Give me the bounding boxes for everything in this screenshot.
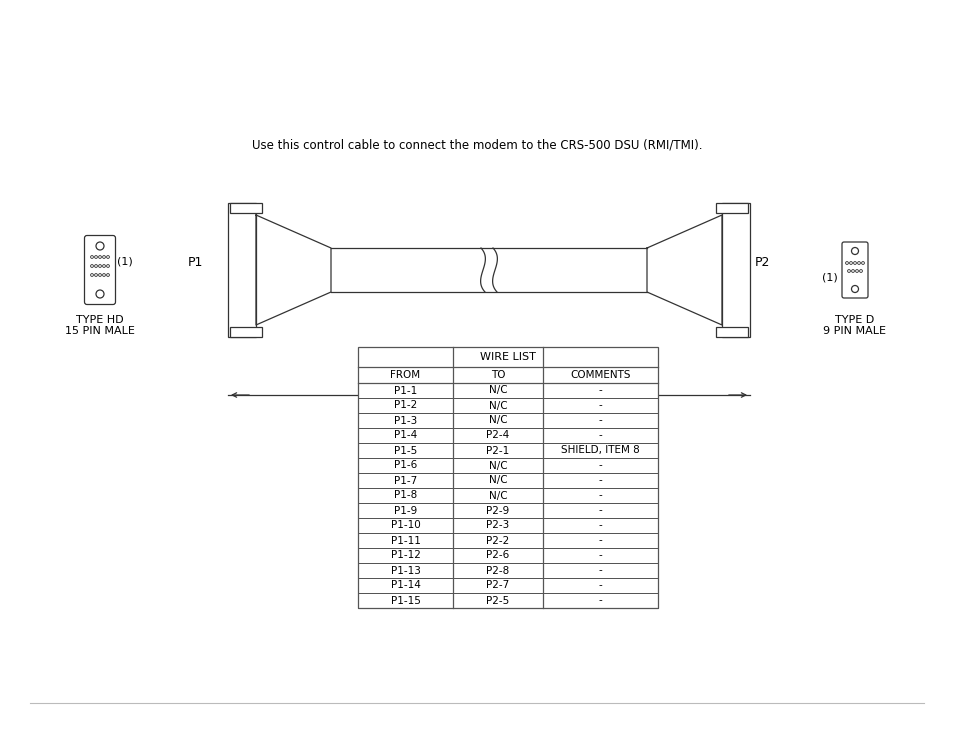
Circle shape <box>91 255 93 258</box>
Text: N/C: N/C <box>488 415 507 426</box>
Text: N/C: N/C <box>488 475 507 486</box>
Text: P1-14: P1-14 <box>390 581 420 590</box>
Text: -: - <box>598 596 601 605</box>
Circle shape <box>98 255 101 258</box>
Circle shape <box>846 269 849 272</box>
Text: -: - <box>598 536 601 545</box>
Text: P2-2: P2-2 <box>486 536 509 545</box>
Circle shape <box>855 269 858 272</box>
Bar <box>716 327 747 337</box>
Bar <box>721 203 749 337</box>
Circle shape <box>103 255 105 258</box>
Text: -: - <box>598 461 601 471</box>
Text: (1): (1) <box>117 257 132 267</box>
Text: TO: TO <box>490 370 505 380</box>
Text: -: - <box>598 385 601 396</box>
Text: P2-3: P2-3 <box>486 520 509 531</box>
Text: -: - <box>598 491 601 500</box>
FancyBboxPatch shape <box>841 242 867 298</box>
Text: P2-5: P2-5 <box>486 596 509 605</box>
Circle shape <box>98 274 101 277</box>
Text: TYPE HD: TYPE HD <box>76 315 124 325</box>
Text: P2-4: P2-4 <box>486 430 509 441</box>
Text: FROM: FROM <box>390 370 420 380</box>
Circle shape <box>851 269 854 272</box>
Circle shape <box>96 290 104 298</box>
Bar <box>357 347 658 608</box>
Text: P1-11: P1-11 <box>390 536 420 545</box>
Text: -: - <box>598 415 601 426</box>
Text: P2-7: P2-7 <box>486 581 509 590</box>
Text: P1-2: P1-2 <box>394 401 416 410</box>
Circle shape <box>851 247 858 255</box>
Circle shape <box>851 286 858 292</box>
Text: P1-7: P1-7 <box>394 475 416 486</box>
Text: P2-9: P2-9 <box>486 506 509 516</box>
Circle shape <box>861 261 863 264</box>
Circle shape <box>96 242 104 250</box>
Text: WIRE LIST: WIRE LIST <box>479 352 536 362</box>
Text: P2-1: P2-1 <box>486 446 509 455</box>
Bar <box>230 327 262 337</box>
Bar <box>230 203 262 213</box>
Text: N/C: N/C <box>488 401 507 410</box>
Circle shape <box>103 265 105 267</box>
Text: P1-10: P1-10 <box>390 520 420 531</box>
Circle shape <box>91 274 93 277</box>
Text: Use this control cable to connect the modem to the CRS-500 DSU (RMI/TMI).: Use this control cable to connect the mo… <box>252 139 701 151</box>
Text: N/C: N/C <box>488 385 507 396</box>
Text: P1-12: P1-12 <box>390 551 420 560</box>
Circle shape <box>859 269 862 272</box>
Circle shape <box>107 265 110 267</box>
Text: -: - <box>598 551 601 560</box>
Circle shape <box>103 274 105 277</box>
Text: P1-6: P1-6 <box>394 461 416 471</box>
Circle shape <box>91 265 93 267</box>
Circle shape <box>853 261 856 264</box>
Text: P1: P1 <box>187 255 202 269</box>
Text: 15 PIN MALE: 15 PIN MALE <box>65 326 134 336</box>
Circle shape <box>107 274 110 277</box>
Text: P1-8: P1-8 <box>394 491 416 500</box>
Text: -: - <box>598 520 601 531</box>
Circle shape <box>98 265 101 267</box>
Text: 72.00±3.00: 72.00±3.00 <box>456 401 521 411</box>
Text: N/C: N/C <box>488 491 507 500</box>
Circle shape <box>849 261 852 264</box>
Text: SHIELD, ITEM 8: SHIELD, ITEM 8 <box>560 446 639 455</box>
Text: P1-15: P1-15 <box>390 596 420 605</box>
Text: N/C: N/C <box>488 461 507 471</box>
FancyBboxPatch shape <box>85 235 115 305</box>
Text: 9 PIN MALE: 9 PIN MALE <box>822 326 885 336</box>
Text: P2-6: P2-6 <box>486 551 509 560</box>
Text: -: - <box>598 565 601 576</box>
Text: P1-5: P1-5 <box>394 446 416 455</box>
Circle shape <box>844 261 847 264</box>
Text: -: - <box>598 506 601 516</box>
Bar <box>228 203 255 337</box>
Circle shape <box>857 261 860 264</box>
Text: -: - <box>598 401 601 410</box>
Circle shape <box>107 255 110 258</box>
Text: P1-3: P1-3 <box>394 415 416 426</box>
Text: P1-1: P1-1 <box>394 385 416 396</box>
Circle shape <box>94 265 97 267</box>
Text: -: - <box>598 430 601 441</box>
Text: P1-4: P1-4 <box>394 430 416 441</box>
Bar <box>716 203 747 213</box>
Text: -: - <box>598 475 601 486</box>
Circle shape <box>94 255 97 258</box>
Text: P1-9: P1-9 <box>394 506 416 516</box>
Text: P2: P2 <box>754 255 769 269</box>
Text: -: - <box>598 581 601 590</box>
Text: (1): (1) <box>821 273 837 283</box>
Text: P1-13: P1-13 <box>390 565 420 576</box>
Text: COMMENTS: COMMENTS <box>570 370 630 380</box>
Circle shape <box>94 274 97 277</box>
Text: TYPE D: TYPE D <box>835 315 874 325</box>
Text: P2-8: P2-8 <box>486 565 509 576</box>
